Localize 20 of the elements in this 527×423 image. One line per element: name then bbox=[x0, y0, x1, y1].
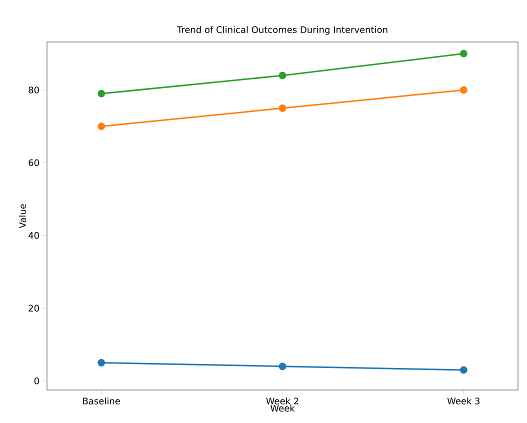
point bbox=[460, 366, 468, 374]
x-tick-label: Baseline bbox=[83, 397, 120, 404]
y-axis-title: Value bbox=[18, 204, 26, 228]
point bbox=[460, 50, 468, 58]
point bbox=[98, 358, 106, 366]
y-tick-label: 0 bbox=[34, 378, 39, 384]
y-tick-label: 40 bbox=[28, 232, 39, 239]
x-axis-title: Week bbox=[270, 404, 295, 412]
point bbox=[98, 90, 106, 98]
y-tick-label: 20 bbox=[28, 304, 39, 312]
point bbox=[278, 72, 286, 80]
point bbox=[278, 362, 286, 370]
y-tick-label: 60 bbox=[28, 159, 39, 166]
point bbox=[460, 86, 468, 94]
point bbox=[98, 122, 106, 130]
y-tick-label: 80 bbox=[28, 86, 39, 94]
chart-title: Trend of Clinical Outcomes During Intervention bbox=[176, 26, 388, 35]
x-tick-label: Week 2 bbox=[266, 397, 298, 404]
x-tick-label: Week 3 bbox=[447, 397, 480, 404]
point bbox=[278, 104, 286, 112]
